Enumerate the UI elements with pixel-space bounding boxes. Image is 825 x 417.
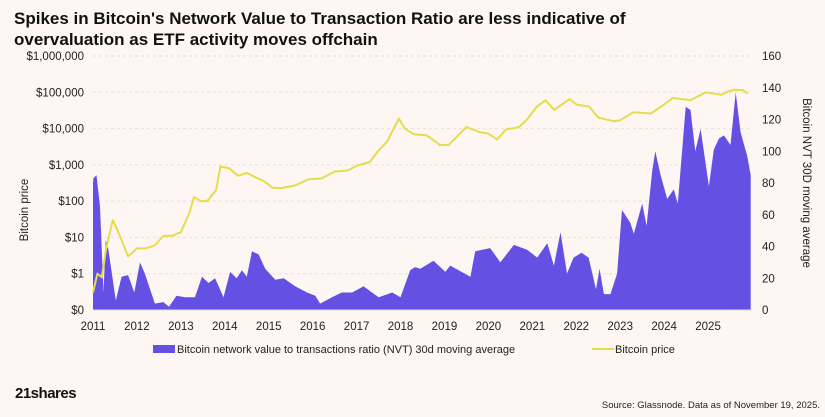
x-tick-label: 2013 (168, 321, 194, 333)
left-tick-label: $10 (65, 232, 84, 244)
right-axis-ticks: 0 20 40 60 80 100 120 140 160 (762, 51, 781, 317)
left-axis-label: Bitcoin price (19, 179, 31, 242)
source-note: Source: Glassnode. Data as of November 1… (602, 400, 820, 411)
right-tick-label: 140 (762, 83, 781, 95)
price-line-layer (92, 88, 749, 293)
right-tick-label: 0 (762, 305, 768, 317)
nvt-area-layer (93, 92, 751, 310)
x-tick-label: 2020 (476, 321, 502, 333)
x-tick-label: 2025 (695, 321, 721, 333)
price-line (92, 88, 749, 293)
x-tick-label: 2017 (344, 321, 370, 333)
left-tick-label: $1,000 (49, 160, 84, 172)
x-tick-label: 2015 (256, 321, 282, 333)
brand-logo: 21shares (15, 385, 76, 402)
left-tick-label: $100,000 (36, 87, 84, 99)
right-tick-label: 160 (762, 51, 781, 63)
legend-label-nvt: Bitcoin network value to transactions ra… (177, 344, 515, 356)
x-tick-label: 2014 (212, 321, 238, 333)
right-tick-label: 120 (762, 115, 781, 127)
x-tick-label: 2018 (388, 321, 414, 333)
left-axis-ticks: $0 $1 $10 $100 $1,000 $10,000 $100,000 $1,000,0… (26, 51, 84, 317)
right-tick-label: 40 (762, 242, 775, 254)
legend: Bitcoin network value to transactions ra… (153, 344, 675, 356)
nvt-area (93, 92, 751, 310)
x-tick-label: 2022 (563, 321, 589, 333)
right-tick-label: 80 (762, 178, 775, 190)
left-tick-label: $100 (58, 196, 84, 208)
x-tick-label: 2024 (651, 321, 677, 333)
x-tick-label: 2012 (124, 321, 150, 333)
legend-label-price: Bitcoin price (615, 344, 675, 356)
x-tick-label: 2019 (432, 321, 458, 333)
right-tick-label: 60 (762, 210, 775, 222)
left-tick-label: $1 (71, 269, 84, 281)
chart-title-line-1: Spikes in Bitcoin's Network Value to Tra… (14, 9, 626, 28)
x-axis-ticks: 2011 2012 2013 2014 2015 2016 2017 2018 2019 2020… (81, 321, 721, 333)
right-tick-label: 100 (762, 146, 781, 158)
chart-title-line-2: overvaluation as ETF activity moves offc… (14, 30, 378, 49)
x-tick-label: 2021 (520, 321, 546, 333)
left-tick-label: $0 (71, 305, 84, 317)
x-tick-label: 2016 (300, 321, 326, 333)
x-tick-label: 2011 (81, 321, 106, 333)
right-tick-label: 20 (762, 273, 775, 285)
x-tick-label: 2023 (607, 321, 633, 333)
legend-swatch-nvt (153, 345, 175, 353)
right-axis-label: Bitcoin NVT 30D moving average (800, 98, 812, 268)
left-tick-label: $10,000 (42, 124, 84, 136)
left-tick-label: $1,000,000 (26, 51, 84, 63)
